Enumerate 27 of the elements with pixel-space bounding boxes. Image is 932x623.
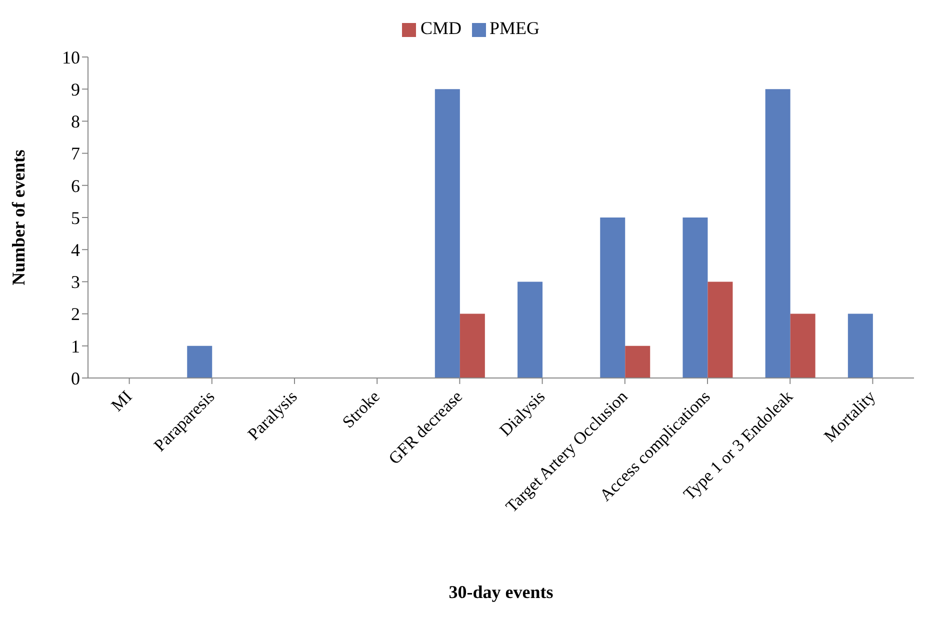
legend-label: PMEG [490,18,540,38]
bar [682,218,708,378]
x-tick-label: MI [108,386,136,416]
y-tick-label: 6 [71,176,80,196]
y-tick-label: 3 [71,272,80,292]
y-tick-label: 9 [71,79,80,100]
y-tick-label: 7 [71,144,80,164]
bar [765,89,790,378]
y-tick-label: 10 [62,47,80,68]
y-tick-label: 0 [71,368,80,388]
y-axis-title: Number of events [8,150,28,286]
bar [708,282,733,378]
y-tick-label: 1 [71,336,80,356]
bar [434,89,460,378]
bar [600,218,626,378]
legend-label: CMD [420,18,462,38]
bar [625,346,650,378]
bar [790,314,816,378]
y-tick-label: 2 [71,304,80,324]
y-tick-label: 4 [71,240,80,260]
bar [460,314,485,378]
x-axis-title: 30-day events [448,582,554,602]
bar [187,346,212,378]
bar [848,314,873,378]
y-tick-label: 5 [71,208,80,228]
bar [518,282,543,378]
y-tick-label: 8 [71,112,80,132]
